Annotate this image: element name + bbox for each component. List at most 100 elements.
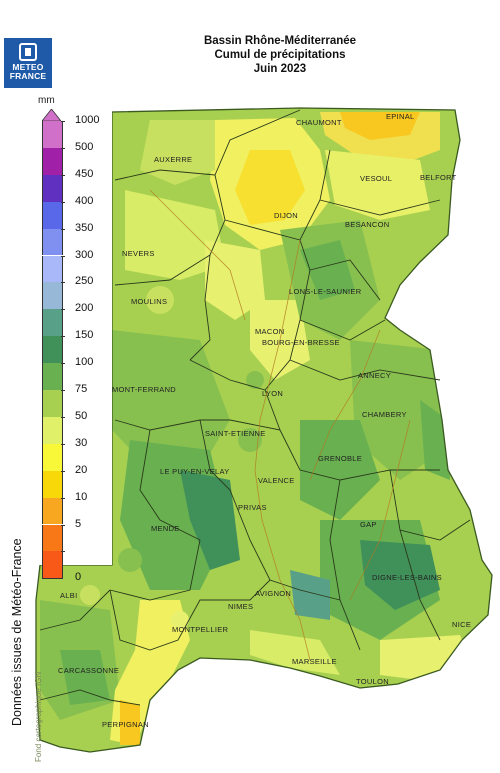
region-outline xyxy=(35,107,493,753)
city-label: BESANCON xyxy=(345,220,390,229)
city-label: LONS-LE-SAUNIER xyxy=(289,287,362,296)
legend-label: 400 xyxy=(75,194,94,207)
legend-label: 30 xyxy=(75,436,88,449)
legend-tick xyxy=(61,524,65,526)
city-label: LYON xyxy=(262,389,284,398)
city-label: CARCASSONNE xyxy=(58,666,120,675)
city-label: GAP xyxy=(360,520,377,529)
legend-label: 500 xyxy=(75,140,94,153)
legend-tick xyxy=(61,309,65,311)
river-network xyxy=(149,189,411,661)
city-label: SAINT-ETIENNE xyxy=(205,429,266,438)
precipitation-legend: mm 1000 500 450 400 350 300 250 200 150 100 75 50 30… xyxy=(30,95,110,583)
legend-swatch xyxy=(42,470,63,498)
title-line1: Bassin Rhône-Méditerranée xyxy=(203,35,357,47)
legend-tick xyxy=(61,228,65,230)
legend-tick xyxy=(61,363,65,365)
legend-swatch xyxy=(42,121,63,148)
city-label: GRENOBLE xyxy=(318,454,363,463)
city-label: MONT-FERRAND xyxy=(112,385,177,394)
legend-swatch xyxy=(42,551,63,580)
logo-line2: FRANCE xyxy=(9,71,47,81)
legend-unit: mm xyxy=(38,95,55,106)
map-title: Bassin Rhône-Méditerranée Cumul de préci… xyxy=(170,34,390,76)
legend-label: 1000 xyxy=(75,114,100,126)
legend-tick xyxy=(61,390,65,391)
legend-label: 0 xyxy=(75,571,82,584)
legend-label: 50 xyxy=(75,409,88,422)
city-label: BELFORT xyxy=(420,173,457,182)
city-label: VESOUL xyxy=(360,174,393,183)
city-label: MARSEILLE xyxy=(292,657,337,666)
city-label: DIJON xyxy=(274,211,298,220)
legend-swatch xyxy=(42,416,63,444)
city-label: AUXERRE xyxy=(154,155,193,164)
legend-label: 20 xyxy=(75,463,88,476)
precipitation-field xyxy=(36,108,492,752)
legend-swatch xyxy=(42,201,63,229)
legend-label: 10 xyxy=(75,490,88,503)
legend-label: 450 xyxy=(75,167,94,180)
legend-swatch xyxy=(42,309,63,337)
city-label: ALBI xyxy=(60,591,78,600)
legend-tick xyxy=(61,336,65,338)
city-label: MONTPELLIER xyxy=(172,625,229,634)
legend-label: 300 xyxy=(75,248,94,261)
city-label: CHAUMONT xyxy=(296,118,342,127)
legend-tick xyxy=(61,282,65,284)
city-label: MENDE xyxy=(151,524,180,533)
legend-swatch xyxy=(42,497,63,525)
legend-swatch xyxy=(42,443,63,471)
legend-label: 200 xyxy=(75,302,94,315)
legend-tick xyxy=(61,497,65,499)
basemap-credit: Fond cartographique IGN xyxy=(34,671,43,762)
legend-swatch xyxy=(42,390,63,417)
title-line2: Cumul de précipitations xyxy=(214,49,346,61)
city-label: NEVERS xyxy=(122,249,155,258)
data-credit: Données issues de Météo-France xyxy=(10,538,24,726)
city-label: CHAMBERY xyxy=(362,410,407,419)
legend-tick xyxy=(61,443,65,445)
legend-swatch xyxy=(42,228,63,256)
city-label: BOURG-EN-BRESSE xyxy=(262,338,340,347)
city-label: AVIGNON xyxy=(255,589,292,598)
legend-tick xyxy=(61,174,65,176)
legend-swatch xyxy=(42,524,63,552)
city-label: ANNECY xyxy=(358,371,392,380)
legend-swatch xyxy=(42,336,63,364)
city-label: LE PUY-EN-VELAY xyxy=(160,467,230,476)
legend-arrow-icon xyxy=(42,109,61,121)
legend-swatch xyxy=(42,174,63,202)
legend-label: 5 xyxy=(75,517,82,530)
legend-swatch xyxy=(42,147,63,175)
legend-label: 100 xyxy=(75,356,94,369)
city-label: MACON xyxy=(255,327,285,336)
legend-label: 350 xyxy=(75,221,94,234)
department-boundaries xyxy=(39,109,471,706)
logo-mark-icon xyxy=(19,43,37,61)
city-label: DIGNE-LES-BAINS xyxy=(372,573,442,582)
legend-tick xyxy=(61,551,65,553)
city-label: MOULINS xyxy=(131,297,168,306)
legend-label: 75 xyxy=(75,383,88,395)
legend-tick xyxy=(61,121,65,122)
city-label: NIMES xyxy=(228,602,254,611)
legend-swatch xyxy=(42,363,63,390)
city-label: EPINAL xyxy=(386,112,415,121)
title-line3: Juin 2023 xyxy=(253,63,307,75)
logo-line1: METEO xyxy=(12,62,44,72)
meteo-france-logo: METEO FRANCE xyxy=(4,38,52,88)
city-label: NICE xyxy=(452,620,472,629)
legend-label: 250 xyxy=(75,275,94,288)
city-label: PERPIGNAN xyxy=(102,720,149,729)
city-label: TOULON xyxy=(356,677,389,686)
legend-swatch xyxy=(42,282,63,310)
legend-tick xyxy=(61,470,65,472)
legend-label: 150 xyxy=(75,329,94,342)
legend-tick xyxy=(61,416,65,418)
city-label: PRIVAS xyxy=(238,503,267,512)
legend-tick xyxy=(61,147,65,149)
legend-tick xyxy=(61,201,65,203)
city-label: VALENCE xyxy=(258,476,295,485)
